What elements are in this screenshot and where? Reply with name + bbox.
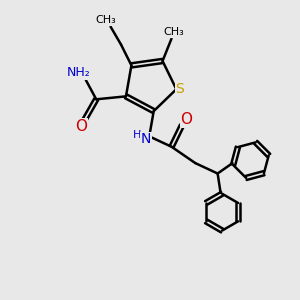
- Text: H: H: [133, 130, 141, 140]
- Text: N: N: [141, 132, 152, 146]
- Text: O: O: [75, 118, 87, 134]
- Text: S: S: [176, 82, 184, 96]
- Text: CH₃: CH₃: [164, 27, 184, 37]
- Text: CH₃: CH₃: [96, 15, 116, 25]
- Text: O: O: [180, 112, 192, 127]
- Text: NH₂: NH₂: [67, 66, 90, 79]
